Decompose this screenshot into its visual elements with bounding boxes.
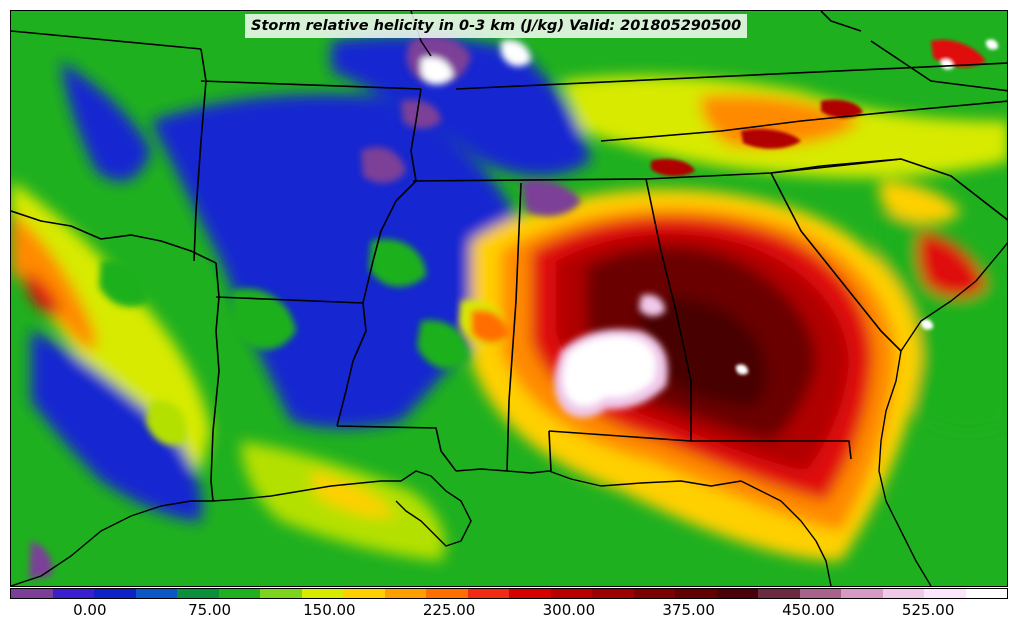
coast-louisiana <box>395 470 472 547</box>
field-east-yellow <box>879 181 961 223</box>
map-panel <box>10 10 1008 587</box>
colorbar-swatch <box>94 589 136 598</box>
field-detail-layer <box>29 36 668 579</box>
boundary-al-ga <box>645 178 692 441</box>
field-west-orange <box>11 211 97 351</box>
boundary-ms-al <box>506 182 522 472</box>
colorbar-swatch <box>675 589 717 598</box>
field-lime-patch-1 <box>146 400 187 445</box>
colorbar-tick-label: 300.00 <box>542 601 596 619</box>
colorbar-swatch <box>716 589 758 598</box>
colorbar-tick-label: 375.00 <box>662 601 715 619</box>
colorbar-swatch <box>592 589 634 598</box>
boundary-mississippi <box>336 88 422 427</box>
colorbar-swatch <box>52 589 94 598</box>
field-white-core <box>563 336 656 406</box>
boundary-ms-gulf-panhandle <box>548 430 552 472</box>
coastline <box>11 11 1007 586</box>
helicity-map <box>11 11 1007 586</box>
field-green-patch-2 <box>369 239 426 287</box>
colorbar-swatch <box>301 589 343 598</box>
field-white-north <box>421 56 453 85</box>
field-north-blue <box>331 35 591 176</box>
colorbar-swatch <box>177 589 219 598</box>
boundary-ar-la <box>215 296 364 304</box>
field-pink-core-2 <box>639 294 665 317</box>
field-red-west-core <box>471 309 509 344</box>
boundary-ga-sc <box>770 172 902 352</box>
field-west-red <box>26 271 60 317</box>
colorbar-tick-label: 525.00 <box>901 601 955 619</box>
field-darkred-streaks <box>651 99 863 177</box>
colorbar-swatch <box>426 589 468 598</box>
field-white-north-2 <box>501 39 531 67</box>
colorbar-swatch <box>384 589 426 598</box>
field-gulf-yellow <box>311 471 396 518</box>
colorbar-swatch <box>924 589 966 598</box>
colorbar-tick-label: 150.00 <box>303 601 356 619</box>
coast-ms-al <box>455 468 742 487</box>
colorbar-swatch <box>550 589 592 598</box>
field-purple-sw <box>29 541 53 579</box>
field-north-orange <box>700 94 861 148</box>
field-southwest-blue-2 <box>61 61 151 182</box>
field-purple-ne <box>521 179 581 217</box>
map-title: Storm relative helicity in 0-3 km (J/kg)… <box>245 14 748 38</box>
colorbar-swatch <box>218 589 260 598</box>
field-green-patch-1 <box>231 288 296 350</box>
colorbar <box>10 588 1008 599</box>
boundary-ky-tn <box>600 100 1007 142</box>
colorbar-swatch <box>135 589 177 598</box>
colorbar-swatch <box>467 589 509 598</box>
colorbar-tick-label: 225.00 <box>422 601 476 619</box>
boundary-ks-ok-north <box>11 30 202 50</box>
colorbar-tick-label: 75.00 <box>188 601 232 619</box>
colorbar-swatch <box>633 589 675 598</box>
boundary-va-nc-lake <box>820 11 862 32</box>
colorbar-swatch <box>260 589 302 598</box>
boundary-la-ms <box>336 425 457 472</box>
field-green-patch-3 <box>417 320 470 369</box>
coast-texas <box>11 480 401 586</box>
colorbar-swatch <box>799 589 841 598</box>
colorbar-swatch <box>509 589 551 598</box>
field-fine-layer <box>651 39 999 375</box>
colorbar-swatch <box>841 589 883 598</box>
field-core-deep <box>639 297 767 406</box>
boundary-red-river <box>11 210 217 264</box>
boundary-fl-north <box>548 430 852 460</box>
boundary-tn-south <box>412 158 902 182</box>
boundary-wv-va <box>870 40 1007 92</box>
boundary-ok-west <box>193 48 207 262</box>
coast-ga-sc <box>880 242 1007 442</box>
field-purple-north-3 <box>401 99 441 129</box>
field-purple-north-2 <box>361 147 406 183</box>
colorbar-swatch <box>11 589 53 598</box>
field-west-yellow <box>11 181 211 471</box>
field-east-red <box>917 231 986 298</box>
boundary-ok-ar-north <box>200 80 422 90</box>
field-southwest-blue <box>31 331 202 521</box>
colorbar-tick-labels: 0.00 75.00 150.00 225.00 300.00 375.00 450.00 5… <box>0 601 1018 627</box>
colorbar-swatch <box>882 589 924 598</box>
boundary-mo-north <box>455 62 1007 90</box>
field-smooth-layer <box>11 35 1007 562</box>
coast-florida-east <box>878 440 932 586</box>
colorbar-tick-label: 0.00 <box>73 601 107 619</box>
boundary-nc-sc <box>770 158 1007 221</box>
colorbar-swatch <box>758 589 800 598</box>
state-boundaries <box>11 11 1007 502</box>
colorbar-swatch <box>343 589 385 598</box>
field-green-patch-4 <box>99 260 150 307</box>
coast-florida-west <box>740 480 832 586</box>
colorbar-swatch <box>965 589 1007 598</box>
colorbar-tick-label: 450.00 <box>782 601 835 619</box>
